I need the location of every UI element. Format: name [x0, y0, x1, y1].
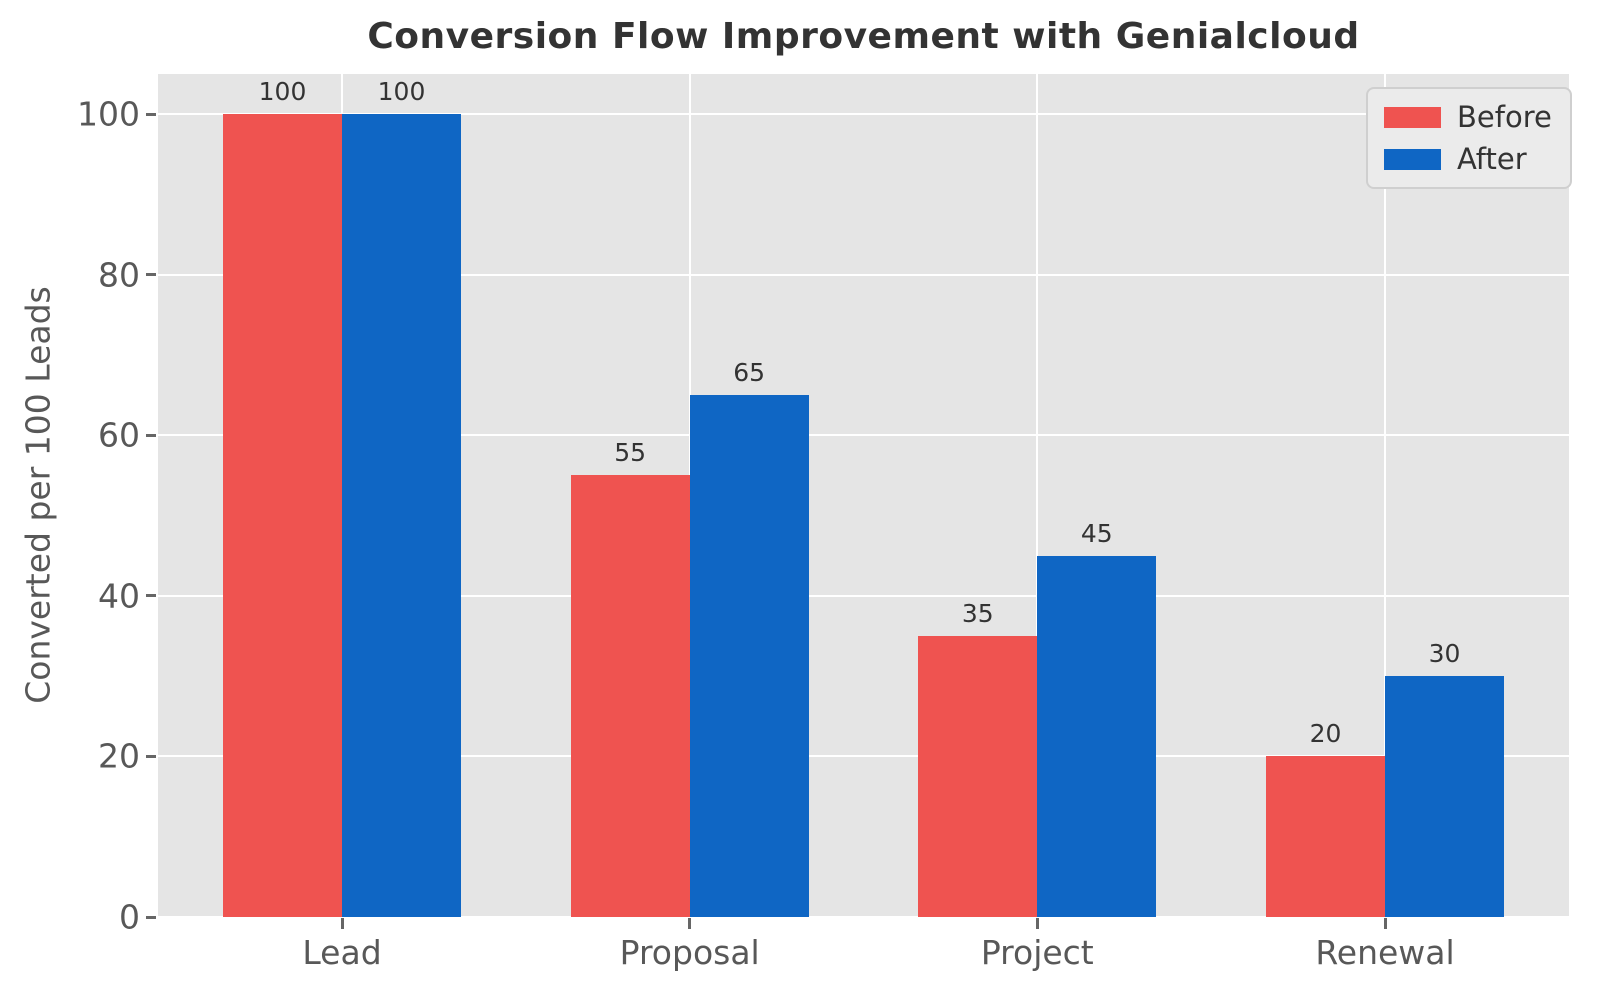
bar-after-proposal: [689, 395, 809, 917]
bar-before-lead: [223, 114, 342, 917]
x-tick-label: Renewal: [1315, 933, 1455, 972]
legend-swatch-before: [1384, 106, 1441, 128]
y-tick-label: 60: [98, 415, 140, 455]
y-tick-mark: [146, 754, 156, 758]
legend-label: Before: [1457, 100, 1552, 134]
bar-value-label: 100: [258, 77, 307, 107]
y-tick-label: 100: [77, 94, 140, 134]
plot-area: 100 55 35 20 100 65 45 30: [158, 74, 1569, 918]
legend-item-before: Before: [1384, 97, 1552, 137]
bar-value-label: 35: [961, 599, 994, 628]
legend-label: After: [1457, 142, 1527, 176]
bar-before-project: [918, 636, 1038, 917]
legend: Before After: [1366, 87, 1572, 189]
y-tick-mark: [146, 594, 156, 598]
legend-swatch-after: [1384, 148, 1441, 170]
bar-after-lead: [342, 114, 461, 917]
y-tick-label: 0: [119, 897, 140, 937]
h-gridline: [158, 594, 1569, 597]
bar-value-label: 45: [1080, 518, 1113, 548]
bar-value-label: 20: [1309, 719, 1342, 749]
legend-item-after: After: [1384, 139, 1552, 179]
bar-value-label: 65: [733, 358, 766, 388]
bar-after-project: [1037, 555, 1157, 917]
h-gridline: [158, 273, 1569, 276]
x-tick-mark: [688, 918, 692, 929]
x-tick-label: Proposal: [619, 933, 760, 972]
x-tick-label: Lead: [302, 933, 382, 972]
h-gridline: [158, 916, 1569, 918]
y-tick-mark: [146, 273, 156, 277]
x-tick-mark: [340, 918, 344, 929]
y-tick-mark: [146, 915, 156, 919]
y-tick-label: 40: [98, 576, 140, 616]
x-tick-mark: [1383, 918, 1387, 929]
v-gridline: [1384, 74, 1386, 917]
chart-title: Conversion Flow Improvement with Genialc…: [367, 16, 1360, 57]
bar-after-renewal: [1385, 676, 1504, 917]
x-tick-mark: [1035, 918, 1039, 929]
y-tick-label: 80: [98, 255, 140, 295]
bar-before-renewal: [1266, 756, 1385, 917]
y-axis-label: Converted per 100 Leads: [18, 286, 58, 704]
v-gridline: [1036, 74, 1039, 917]
h-gridline: [158, 434, 1569, 437]
h-gridline: [158, 113, 1569, 116]
bar-value-label: 30: [1428, 639, 1461, 669]
h-gridline: [158, 755, 1569, 758]
y-tick-label: 20: [98, 736, 140, 776]
bar-before-proposal: [570, 475, 690, 917]
bar-value-label: 100: [377, 77, 426, 107]
y-tick-mark: [146, 112, 156, 116]
bar-value-label: 55: [614, 438, 647, 468]
y-tick-mark: [146, 433, 156, 437]
x-tick-label: Project: [980, 933, 1094, 972]
